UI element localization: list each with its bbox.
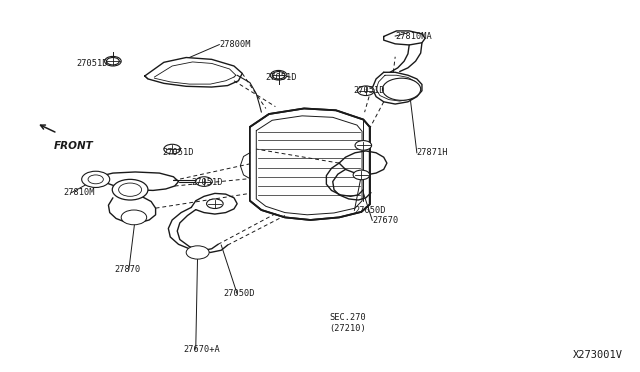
Polygon shape — [384, 31, 425, 45]
Text: 27670+A: 27670+A — [184, 345, 220, 354]
Text: 27050D: 27050D — [223, 289, 255, 298]
Text: 27051D: 27051D — [266, 73, 298, 81]
Circle shape — [272, 71, 285, 79]
Polygon shape — [108, 195, 156, 223]
Polygon shape — [250, 109, 370, 220]
Circle shape — [353, 170, 370, 180]
Text: SEC.270: SEC.270 — [330, 313, 366, 322]
Circle shape — [106, 58, 119, 65]
Circle shape — [88, 175, 103, 184]
Circle shape — [270, 70, 287, 80]
Text: 27871H: 27871H — [417, 148, 449, 157]
Text: (27210): (27210) — [330, 324, 366, 333]
Text: 27050D: 27050D — [355, 206, 386, 215]
Circle shape — [104, 57, 121, 66]
Text: 27800M: 27800M — [220, 40, 251, 49]
Polygon shape — [191, 193, 237, 214]
Circle shape — [186, 246, 209, 259]
Text: 27051D: 27051D — [162, 148, 193, 157]
Polygon shape — [102, 172, 179, 190]
Text: FRONT: FRONT — [54, 141, 93, 151]
Polygon shape — [145, 58, 243, 87]
Circle shape — [383, 78, 420, 100]
Circle shape — [358, 86, 374, 96]
Text: 27810M: 27810M — [64, 188, 95, 197]
Circle shape — [118, 183, 141, 196]
Circle shape — [82, 171, 109, 187]
Text: 27051D: 27051D — [191, 178, 223, 187]
Polygon shape — [339, 151, 387, 175]
Circle shape — [355, 141, 372, 150]
Text: 27810MA: 27810MA — [395, 32, 432, 41]
Polygon shape — [372, 72, 422, 104]
Circle shape — [121, 210, 147, 225]
Circle shape — [207, 199, 223, 209]
Text: X273001V: X273001V — [573, 350, 623, 360]
Text: 27670: 27670 — [372, 216, 399, 225]
Circle shape — [112, 179, 148, 200]
Text: 27870: 27870 — [115, 265, 141, 274]
Circle shape — [196, 177, 212, 186]
Text: 27051D: 27051D — [77, 58, 108, 68]
Circle shape — [164, 144, 180, 154]
Text: 27051D: 27051D — [354, 86, 385, 95]
